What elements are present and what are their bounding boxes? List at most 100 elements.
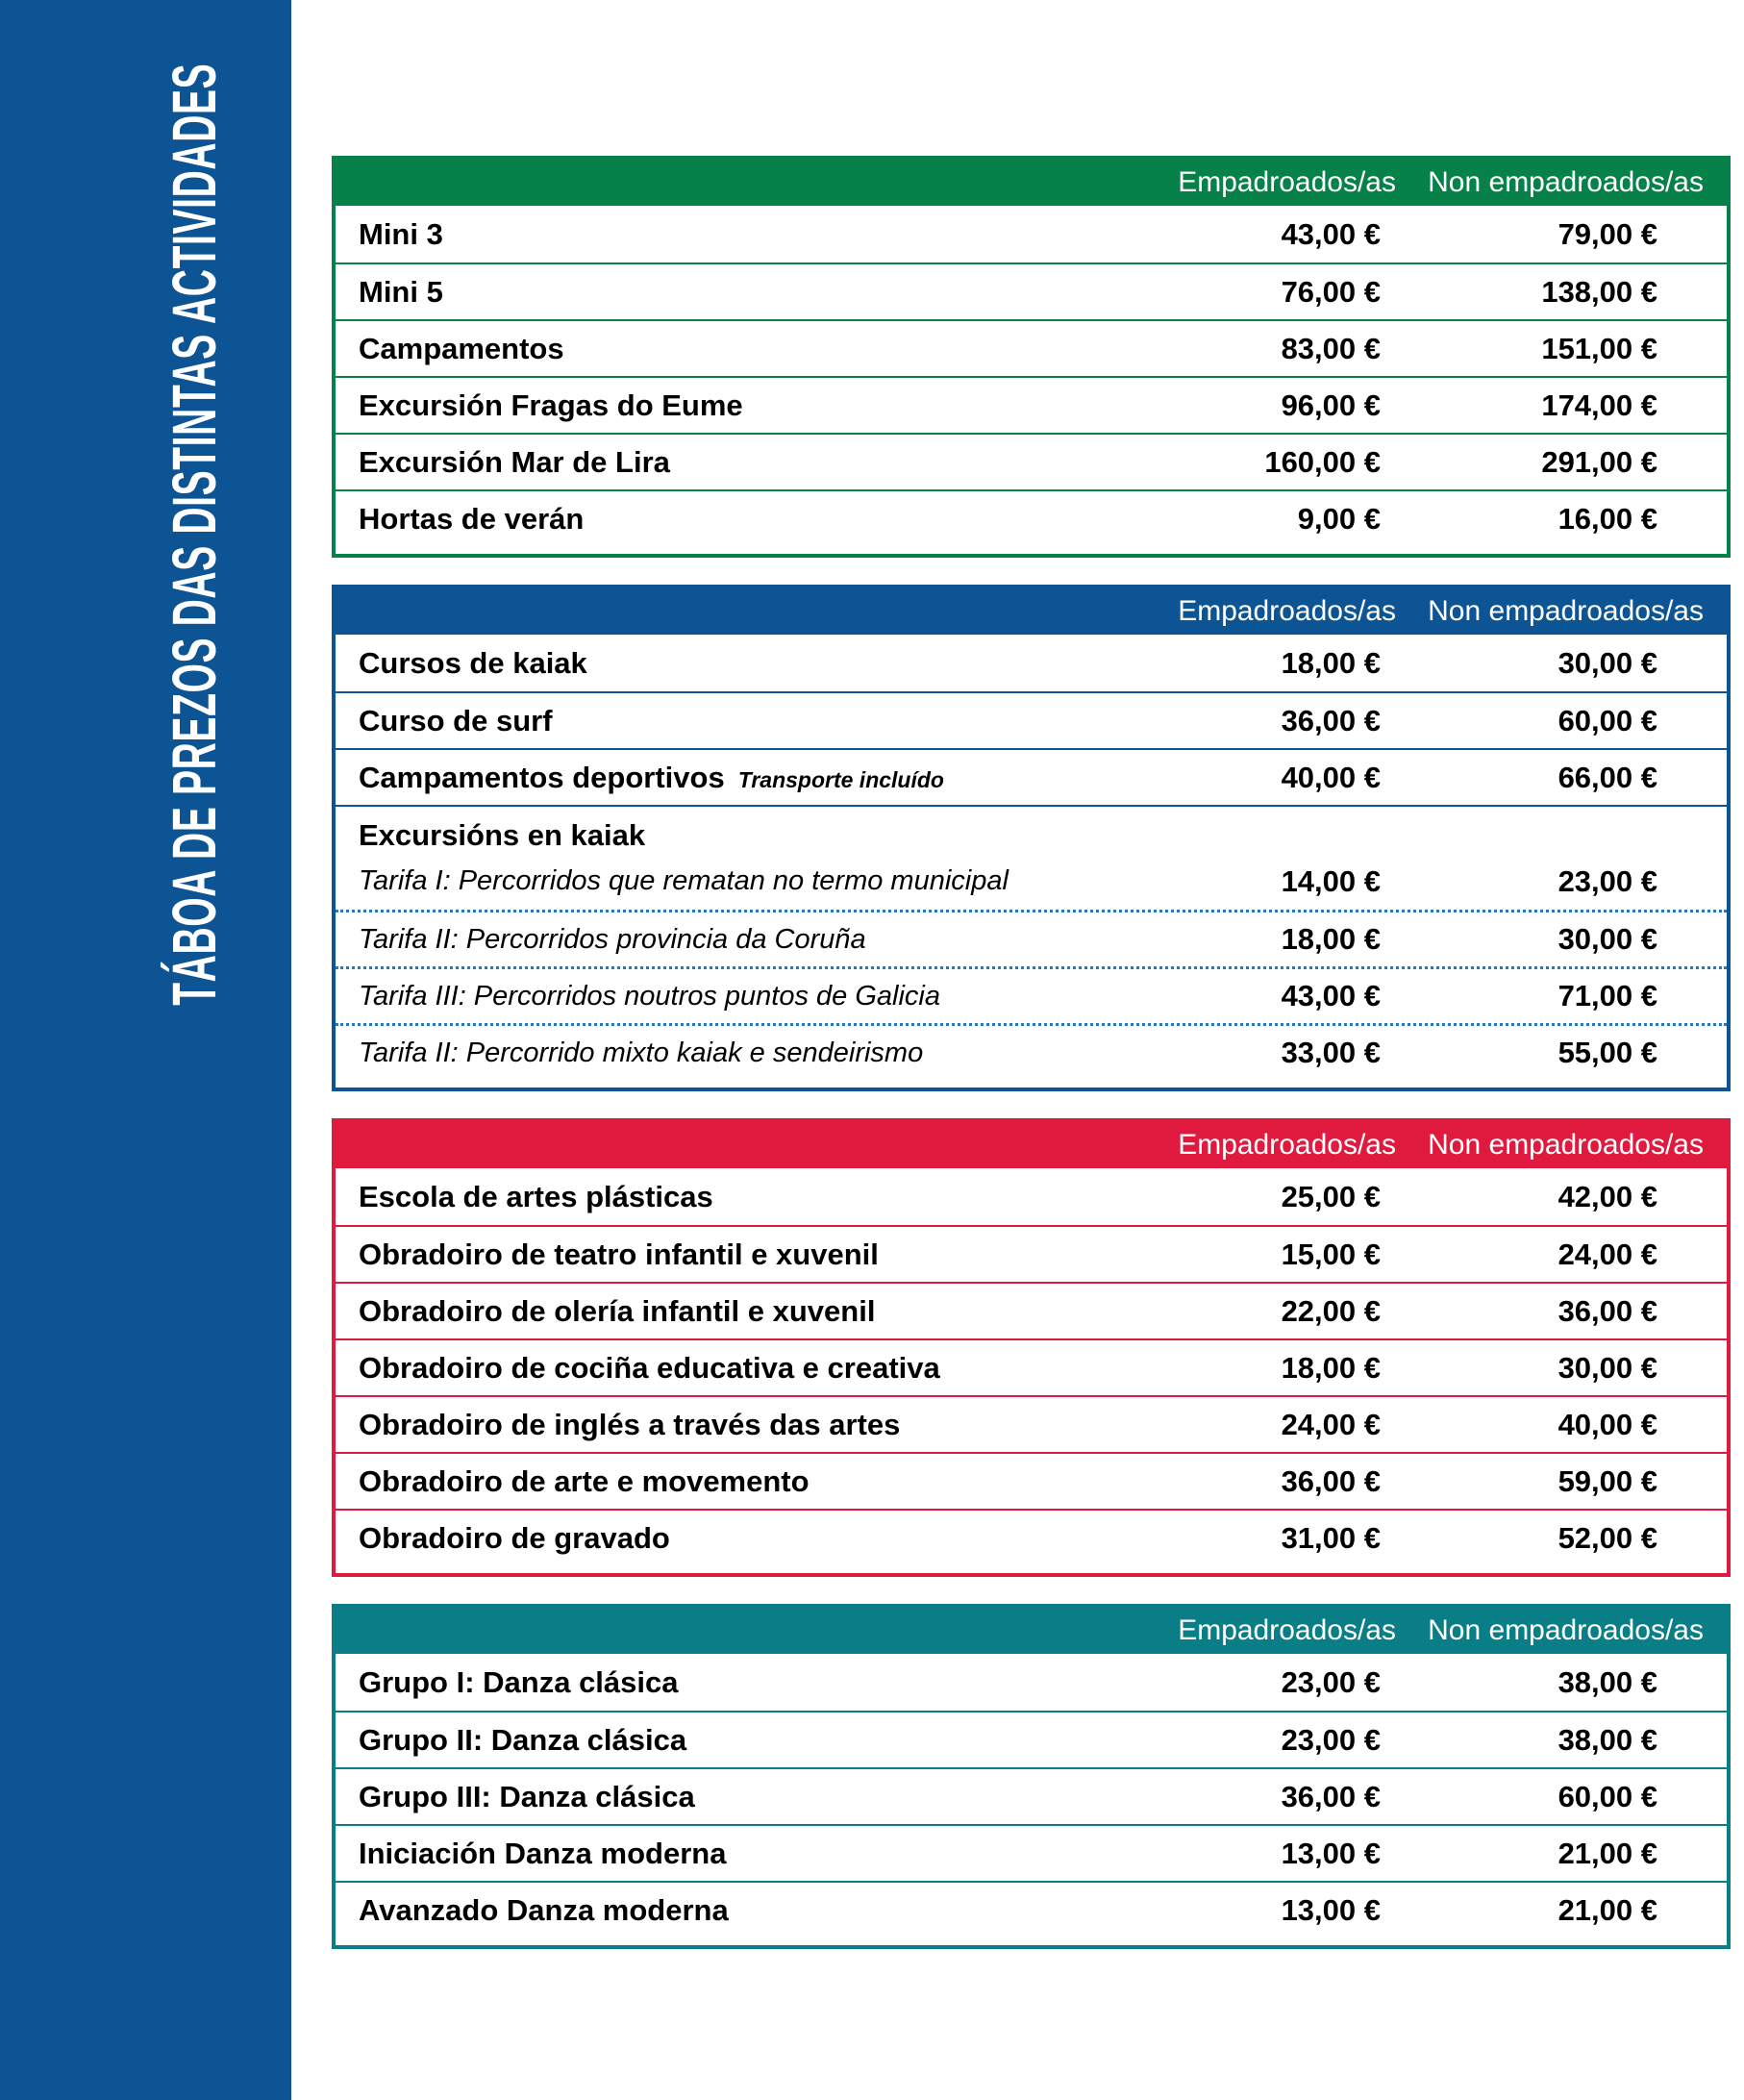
- table-row: Tarifa I: Percorridos que rematan no ter…: [336, 853, 1727, 910]
- price-empadroados: 36,00 €: [1281, 1463, 1381, 1498]
- price-table-campamentos: Empadroados/as Non empadroados/as Mini 3 43…: [332, 156, 1731, 558]
- table-row: Tarifa III: Percorridos noutros puntos d…: [336, 966, 1727, 1023]
- activity-label: Grupo III: Danza clásica: [336, 1774, 1102, 1820]
- activity-name: Avanzado Danza moderna: [359, 1892, 729, 1927]
- price-non-empadroados: 174,00 €: [1541, 388, 1657, 422]
- price-empadroados: 36,00 €: [1281, 703, 1381, 738]
- table-row: Campamentos 83,00 € 151,00 €: [336, 319, 1727, 376]
- table-row: Obradoiro de cociña educativa e creativa…: [336, 1338, 1727, 1395]
- table-row: Grupo II: Danza clásica 23,00 € 38,00 €: [336, 1711, 1727, 1767]
- column-header-empadroados: Empadroados/as: [1178, 166, 1396, 198]
- price-empadroados: 25,00 €: [1281, 1179, 1381, 1213]
- table-row: Tarifa II: Percorrido mixto kaiak e send…: [336, 1023, 1727, 1080]
- table-row: Excursión Mar de Lira 160,00 € 291,00 €: [336, 433, 1727, 489]
- column-header-non-empadroados: Non empadroados/as: [1428, 1614, 1704, 1646]
- column-header-non-empadroados: Non empadroados/as: [1428, 595, 1704, 627]
- activity-name: Obradoiro de arte e movemento: [359, 1463, 810, 1498]
- price-empadroados: 23,00 €: [1281, 1722, 1381, 1757]
- activity-name: Grupo III: Danza clásica: [359, 1779, 695, 1813]
- price-non-empadroados: 40,00 €: [1557, 1407, 1657, 1441]
- activity-name: Mini 3: [359, 216, 443, 251]
- table-row: Obradoiro de gravado 31,00 € 52,00 €: [336, 1509, 1727, 1565]
- activity-label: Curso de surf: [336, 698, 1102, 744]
- table-row: Obradoiro de olería infantil e xuvenil 22…: [336, 1282, 1727, 1338]
- price-non-empadroados: 36,00 €: [1557, 1293, 1657, 1328]
- activity-label: Avanzado Danza moderna: [336, 1888, 1102, 1934]
- price-empadroados: 43,00 €: [1281, 979, 1381, 1012]
- activity-name: Grupo II: Danza clásica: [359, 1722, 687, 1757]
- table-row: Excursión Fragas do Eume 96,00 € 174,00 €: [336, 376, 1727, 433]
- table-row: Iniciación Danza moderna 13,00 € 21,00 €: [336, 1824, 1727, 1881]
- price-empadroados: 83,00 €: [1281, 331, 1381, 365]
- table-body: Mini 3 43,00 € 79,00 € Mini 5 76,00 € 138,00 …: [336, 206, 1727, 554]
- table-header: Empadroados/as Non empadroados/as: [336, 160, 1727, 206]
- price-non-empadroados: 60,00 €: [1557, 703, 1657, 738]
- activity-label: Obradoiro de gravado: [336, 1515, 1102, 1562]
- table-body: Escola de artes plásticas 25,00 € 42,00 € O…: [336, 1168, 1727, 1573]
- column-header-non-empadroados: Non empadroados/as: [1428, 166, 1704, 198]
- activity-label: Obradoiro de olería infantil e xuvenil: [336, 1288, 1102, 1335]
- activity-label: Campamentos deportivos Transporte incluíd…: [336, 755, 1102, 801]
- price-empadroados: 18,00 €: [1281, 645, 1381, 680]
- price-empadroados: 14,00 €: [1281, 863, 1381, 898]
- table-header: Empadroados/as Non empadroados/as: [336, 588, 1727, 635]
- column-header-non-empadroados: Non empadroados/as: [1428, 1129, 1704, 1161]
- activity-label: Tarifa I: Percorridos que rematan no ter…: [336, 860, 1102, 903]
- price-empadroados: 31,00 €: [1281, 1520, 1381, 1555]
- activity-label: Obradoiro de cociña educativa e creativa: [336, 1345, 1102, 1391]
- activity-label: Excursións en kaiak: [336, 812, 1727, 853]
- price-non-empadroados: 79,00 €: [1557, 216, 1657, 251]
- price-non-empadroados: 59,00 €: [1557, 1463, 1657, 1498]
- activity-name: Excursión Fragas do Eume: [359, 388, 743, 422]
- price-non-empadroados: 38,00 €: [1557, 1722, 1657, 1757]
- table-row: Tarifa II: Percorridos provincia da Coru…: [336, 910, 1727, 966]
- activity-label: Escola de artes plásticas: [336, 1174, 1102, 1220]
- table-row: Hortas de verán 9,00 € 16,00 €: [336, 489, 1727, 546]
- price-empadroados: 13,00 €: [1281, 1892, 1381, 1927]
- table-row: Escola de artes plásticas 25,00 € 42,00 €: [336, 1168, 1727, 1225]
- activity-name: Obradoiro de olería infantil e xuvenil: [359, 1293, 876, 1328]
- activity-name: Obradoiro de gravado: [359, 1520, 670, 1555]
- activity-label: Tarifa II: Percorridos provincia da Coru…: [336, 918, 1102, 962]
- activity-label: Tarifa II: Percorrido mixto kaiak e send…: [336, 1032, 1102, 1075]
- price-non-empadroados: 60,00 €: [1557, 1779, 1657, 1813]
- price-non-empadroados: 138,00 €: [1541, 274, 1657, 309]
- table-row: Mini 3 43,00 € 79,00 €: [336, 206, 1727, 262]
- activity-name: Tarifa II: Percorrido mixto kaiak e send…: [359, 1037, 924, 1068]
- activity-label: Tarifa III: Percorridos noutros puntos d…: [336, 975, 1102, 1018]
- activity-label: Campamentos: [336, 326, 1102, 372]
- table-header: Empadroados/as Non empadroados/as: [336, 1608, 1727, 1654]
- table-row: Cursos de kaiak 18,00 € 30,00 €: [336, 635, 1727, 691]
- activity-label: Mini 5: [336, 269, 1102, 315]
- activity-note: Transporte incluído: [737, 766, 944, 792]
- table-row: Obradoiro de teatro infantil e xuvenil 15…: [336, 1225, 1727, 1282]
- activity-name: Obradoiro de inglés a través das artes: [359, 1407, 901, 1441]
- price-non-empadroados: 23,00 €: [1557, 863, 1657, 898]
- table-header: Empadroados/as Non empadroados/as: [336, 1122, 1727, 1168]
- price-non-empadroados: 30,00 €: [1557, 1350, 1657, 1385]
- price-non-empadroados: 16,00 €: [1557, 501, 1657, 536]
- activity-name: Campamentos deportivos: [359, 760, 725, 794]
- price-empadroados: 9,00 €: [1297, 501, 1381, 536]
- price-non-empadroados: 30,00 €: [1557, 645, 1657, 680]
- price-empadroados: 96,00 €: [1281, 388, 1381, 422]
- price-empadroados: 15,00 €: [1281, 1237, 1381, 1271]
- price-non-empadroados: 21,00 €: [1557, 1836, 1657, 1870]
- activity-name: Tarifa III: Percorridos noutros puntos d…: [359, 980, 941, 1012]
- price-non-empadroados: 30,00 €: [1557, 922, 1657, 956]
- price-non-empadroados: 291,00 €: [1541, 444, 1657, 479]
- activity-name: Grupo I: Danza clásica: [359, 1664, 679, 1699]
- activity-name: Obradoiro de teatro infantil e xuvenil: [359, 1237, 879, 1271]
- activity-label: Grupo I: Danza clásica: [336, 1660, 1102, 1706]
- activity-name: Cursos de kaiak: [359, 645, 587, 680]
- activity-label: Cursos de kaiak: [336, 640, 1102, 687]
- activity-label: Excursión Fragas do Eume: [336, 383, 1102, 429]
- price-empadroados: 23,00 €: [1281, 1664, 1381, 1699]
- activity-label: Obradoiro de arte e movemento: [336, 1459, 1102, 1505]
- table-row: Curso de surf 36,00 € 60,00 €: [336, 691, 1727, 748]
- column-header-empadroados: Empadroados/as: [1178, 1129, 1396, 1161]
- activity-label: Iniciación Danza moderna: [336, 1831, 1102, 1877]
- price-empadroados: 36,00 €: [1281, 1779, 1381, 1813]
- table-row: Mini 5 76,00 € 138,00 €: [336, 262, 1727, 319]
